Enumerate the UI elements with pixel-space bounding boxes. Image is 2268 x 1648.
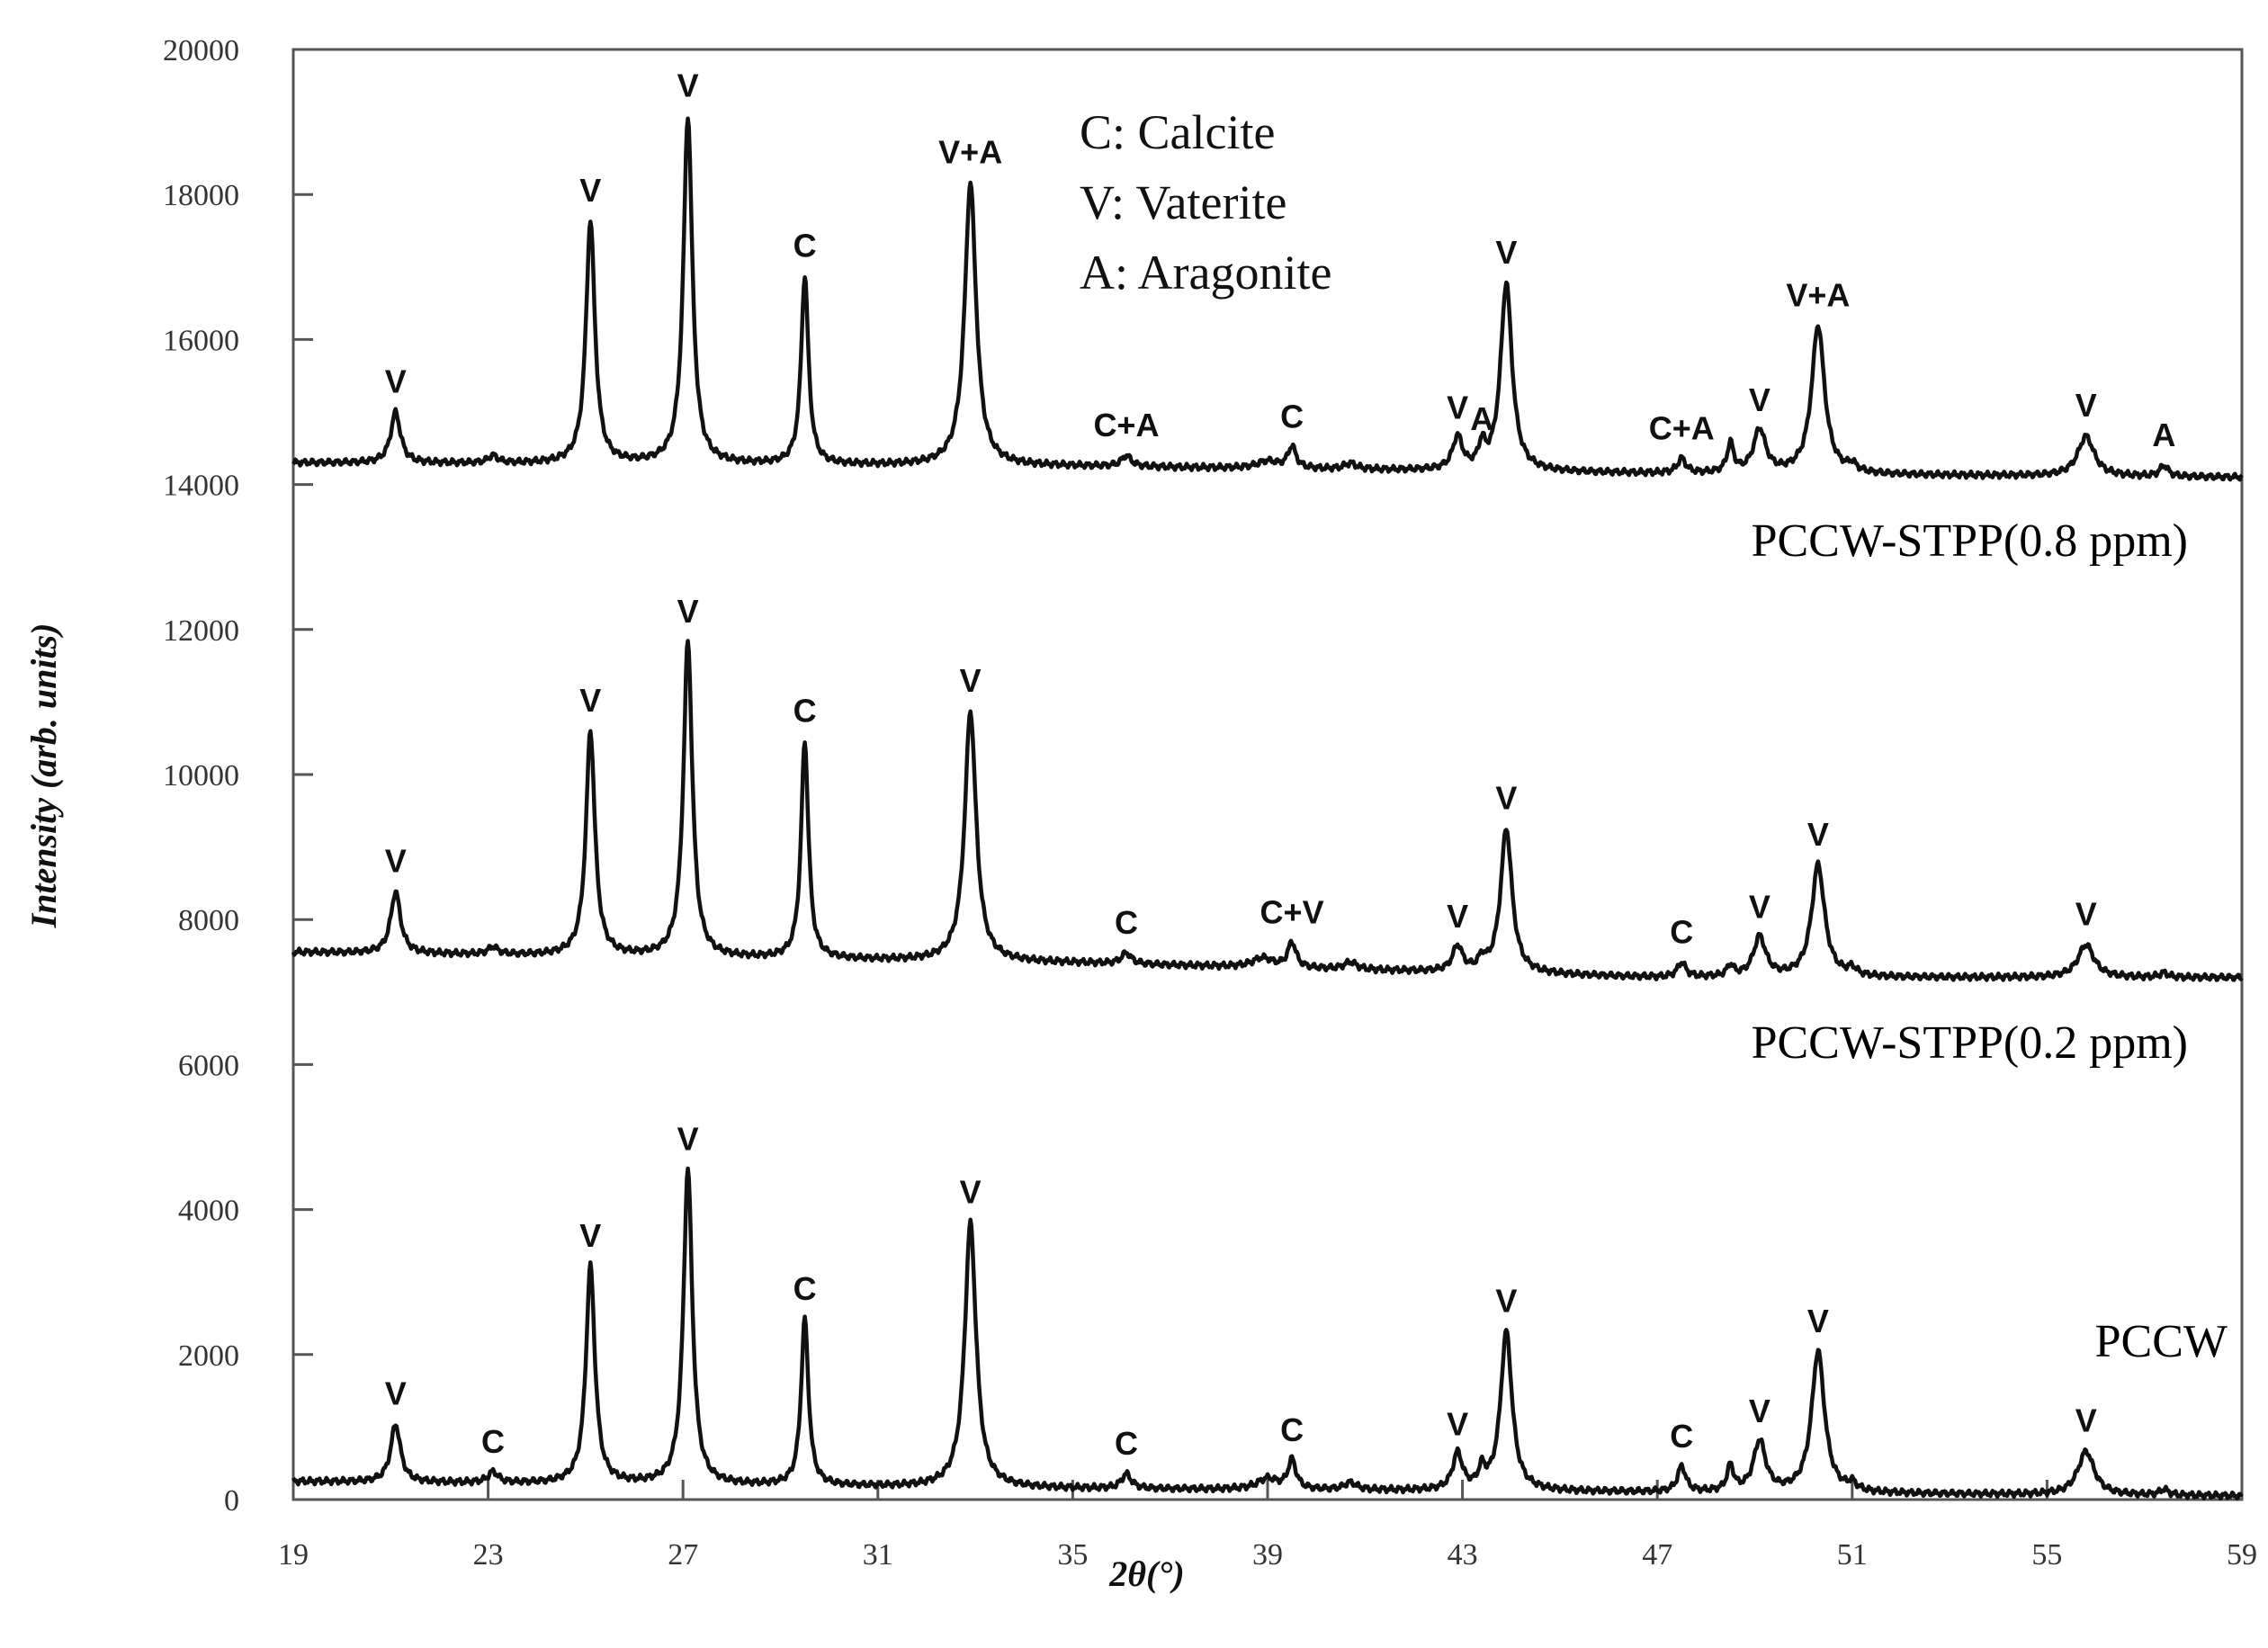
x-tick-label: 31 bbox=[863, 1538, 893, 1572]
x-tick-label: 47 bbox=[1642, 1538, 1672, 1572]
peak-label: V bbox=[960, 662, 982, 699]
peak-label: V bbox=[1447, 1405, 1468, 1442]
y-tick-label: 14000 bbox=[163, 470, 239, 503]
peak-label: C bbox=[481, 1423, 505, 1460]
y-tick-label: 12000 bbox=[163, 614, 239, 648]
series-line-pccw bbox=[291, 1166, 2244, 1501]
y-tick-label: 8000 bbox=[178, 904, 239, 937]
peak-label: V bbox=[1807, 1303, 1829, 1339]
peak-label: V bbox=[385, 363, 407, 400]
x-tick-label: 35 bbox=[1057, 1538, 1088, 1572]
x-tick-label: 19 bbox=[278, 1538, 309, 1572]
peak-label: V bbox=[1749, 1393, 1770, 1429]
x-tick-label: 51 bbox=[1837, 1538, 1868, 1572]
x-tick-label: 55 bbox=[2031, 1538, 2062, 1572]
y-tick-label: 2000 bbox=[178, 1339, 239, 1373]
x-tick-label: 59 bbox=[2227, 1538, 2257, 1572]
peak-label: V bbox=[579, 682, 601, 719]
series-label-stpp-08: PCCW-STPP(0.8 ppm) bbox=[1752, 515, 2188, 567]
x-tick-label: 39 bbox=[1252, 1538, 1283, 1572]
series-label-stpp-02: PCCW-STPP(0.2 ppm) bbox=[1752, 1017, 2188, 1069]
peak-label: A bbox=[1470, 400, 1493, 437]
peak-label: V bbox=[2075, 895, 2097, 932]
legend-entry-vaterite: V: Vaterite bbox=[1080, 175, 1286, 229]
peak-label: C bbox=[1115, 1425, 1138, 1462]
peak-label: C bbox=[1670, 1418, 1693, 1455]
x-tick-label: 27 bbox=[668, 1538, 698, 1572]
peak-label: V+A bbox=[938, 134, 1002, 171]
peak-label: C bbox=[793, 1270, 817, 1307]
peak-label: V bbox=[1749, 888, 1770, 925]
legend: C: Calcite V: Vaterite A: Aragonite bbox=[1080, 105, 1331, 300]
peak-label: C bbox=[1115, 904, 1138, 941]
series-line-pccw-stpp-0-8-ppm bbox=[291, 116, 2244, 482]
peak-label: C+A bbox=[1649, 410, 1715, 447]
peak-label: V bbox=[385, 1375, 407, 1411]
peak-label: V bbox=[579, 172, 601, 209]
x-tick-label: 23 bbox=[473, 1538, 504, 1572]
series-line-pccw-stpp-0-2-ppm bbox=[291, 639, 2244, 982]
x-axis-title: 2θ(°) bbox=[1108, 1554, 1184, 1594]
y-tick-label: 10000 bbox=[163, 759, 239, 793]
peak-label: V+A bbox=[1786, 276, 1850, 313]
peak-label: V bbox=[1447, 898, 1468, 935]
peak-label: V bbox=[1495, 1283, 1517, 1320]
peak-label: V bbox=[579, 1217, 601, 1254]
peak-label: V bbox=[677, 593, 699, 630]
legend-entry-aragonite: A: Aragonite bbox=[1080, 246, 1331, 300]
y-axis-title: Intensity (arb. units) bbox=[23, 623, 64, 929]
peak-label: V bbox=[1495, 234, 1517, 271]
series-label-pccw: PCCW bbox=[2095, 1316, 2228, 1367]
y-tick-label: 6000 bbox=[178, 1049, 239, 1082]
peak-label: C bbox=[793, 228, 817, 264]
peak-label: V bbox=[2075, 387, 2097, 424]
y-tick-label: 16000 bbox=[163, 324, 239, 357]
peak-label: A bbox=[2152, 416, 2175, 453]
peak-label: V bbox=[385, 843, 407, 880]
peak-label: V bbox=[1807, 816, 1829, 853]
peak-label: V bbox=[2075, 1402, 2097, 1439]
x-axis-ticks: 19 23 27 31 35 39 43 47 51 55 59 bbox=[278, 1480, 2257, 1572]
peak-label: V bbox=[677, 1120, 699, 1157]
peak-label: C bbox=[1670, 914, 1693, 951]
y-tick-label: 18000 bbox=[163, 179, 239, 212]
x-tick-label: 43 bbox=[1448, 1538, 1478, 1572]
peak-label: C+V bbox=[1260, 893, 1324, 930]
y-axis-ticks: 0 2000 4000 6000 8000 10000 12000 14000 16000 180… bbox=[163, 34, 313, 1518]
y-tick-label: 0 bbox=[224, 1484, 239, 1518]
peak-label: V bbox=[1447, 389, 1468, 425]
peak-label: V bbox=[960, 1174, 982, 1211]
peak-label: C bbox=[1280, 398, 1304, 434]
peak-label: V bbox=[1495, 779, 1517, 816]
peak-label: V bbox=[1749, 381, 1770, 418]
y-tick-label: 4000 bbox=[178, 1195, 239, 1228]
series-curves bbox=[291, 116, 2244, 1501]
legend-entry-calcite: C: Calcite bbox=[1080, 105, 1275, 159]
peak-label: V bbox=[677, 67, 699, 104]
peak-label: C bbox=[793, 693, 817, 730]
peak-label: C bbox=[1280, 1411, 1304, 1448]
peak-label: C+A bbox=[1093, 407, 1159, 443]
y-tick-label: 20000 bbox=[163, 34, 239, 67]
